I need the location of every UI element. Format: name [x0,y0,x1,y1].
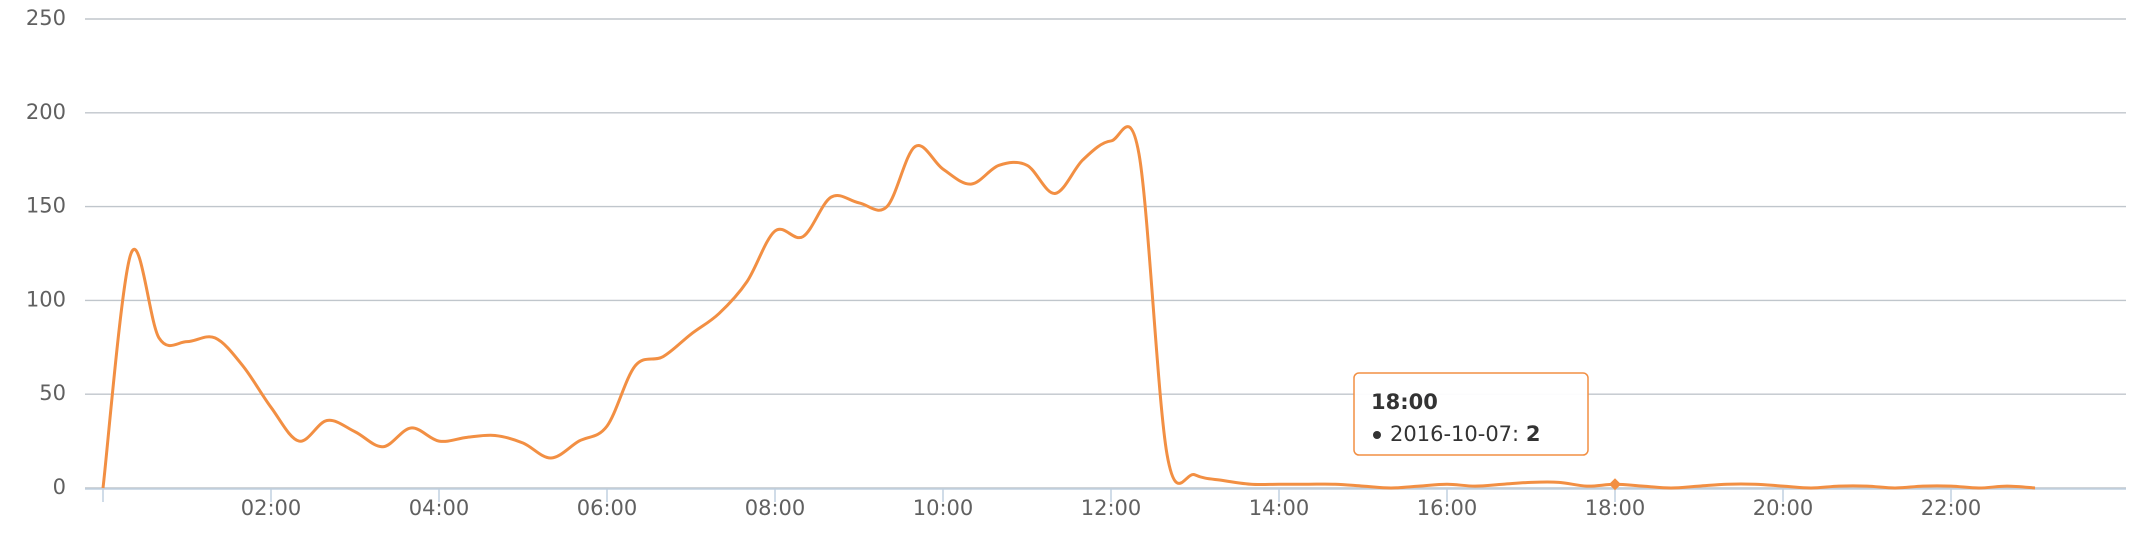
tooltip-value-line: 2016-10-07: 2 [1390,422,1540,446]
y-tick-label: 150 [26,194,66,218]
x-tick-label: 08:00 [745,496,806,520]
y-tick-label: 0 [53,475,66,499]
y-tick-label: 250 [26,6,66,30]
x-tick-label: 06:00 [577,496,638,520]
hover-marker [1609,478,1621,491]
tooltip-value: 2 [1526,422,1541,446]
tooltip-title: 18:00 [1371,390,1438,414]
x-tick-label: 22:00 [1921,496,1982,520]
line-series [101,125,2036,490]
x-tick-label: 14:00 [1249,496,1310,520]
y-tick-label: 100 [26,287,66,311]
tooltip-separator: : [1512,422,1526,446]
x-tick-label: 18:00 [1585,496,1646,520]
x-tick-label: 16:00 [1417,496,1478,520]
tooltip-bullet [1373,431,1381,439]
tooltip-series-name: 2016-10-07 [1390,422,1512,446]
x-tick-label: 12:00 [1081,496,1142,520]
x-tick-label: 04:00 [409,496,470,520]
y-tick-label: 200 [26,100,66,124]
x-tick-label: 10:00 [913,496,974,520]
y-tick-label: 50 [39,381,66,405]
x-tick-label: 20:00 [1753,496,1814,520]
tooltip-box [1353,372,1589,456]
x-tick-label: 02:00 [241,496,302,520]
tooltip: 18:00 2016-10-07: 2 [1353,372,1589,456]
